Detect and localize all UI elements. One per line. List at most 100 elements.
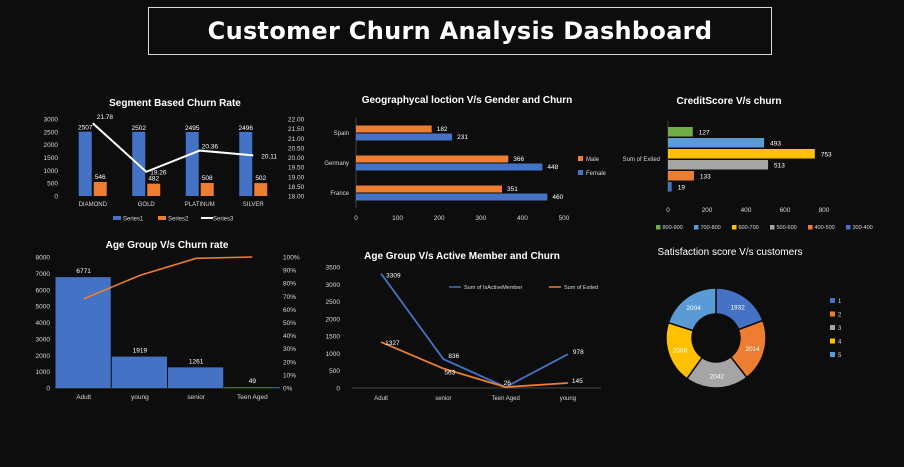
y-tick-label: 3500	[326, 265, 341, 272]
x-tick-label: PLATINUM	[185, 202, 215, 208]
bar-500-600	[668, 160, 769, 170]
y2-tick-label: 30%	[283, 346, 296, 353]
legend-label: Series3	[213, 217, 234, 223]
data-label: 2004	[686, 305, 701, 312]
x-tick-label: 300	[475, 215, 486, 222]
bar-700-800	[668, 138, 765, 148]
data-label: 49	[249, 378, 257, 385]
y2-tick-label: 20.50	[288, 145, 305, 152]
data-label: 2496	[239, 125, 254, 132]
data-label: 1261	[189, 358, 204, 365]
x-tick-label: DIAMOND	[79, 202, 108, 208]
agegroup-churn-chart: Age Group V/s Churn rate 0 1000 2000 3000 40…	[36, 240, 300, 401]
x-tick-label: young	[560, 396, 576, 402]
legend-swatch	[808, 225, 813, 230]
x-tick-label: Teen Aged	[491, 396, 519, 402]
legend-label: 1	[838, 299, 842, 305]
x-tick-label: GOLD	[138, 202, 156, 208]
data-label: 482	[148, 176, 159, 183]
data-label: 3309	[386, 273, 401, 280]
legend-swatch	[732, 225, 737, 230]
data-label: 508	[202, 175, 213, 182]
y-tick-label: 2000	[326, 316, 341, 323]
data-label: 546	[95, 174, 106, 181]
y-tick-label: 2500	[326, 299, 341, 306]
legend-label: 600-700	[739, 225, 759, 231]
legend-swatch	[846, 225, 851, 230]
x-tick-label: senior	[187, 394, 206, 401]
dashboard-title: Customer Churn Analysis Dashboard	[207, 17, 713, 45]
legend-swatch	[694, 225, 699, 230]
y-tick-label: 7000	[36, 271, 51, 278]
bar-600-700	[668, 149, 815, 159]
x-tick-label: 600	[780, 207, 791, 214]
legend-swatch	[830, 352, 835, 357]
data-label: 2014	[745, 346, 760, 353]
legend-label: Sum of IsActiveMember	[464, 285, 523, 291]
y-tick-label: 2000	[44, 142, 59, 149]
bar-count	[55, 277, 111, 388]
dashboard-title-box: Customer Churn Analysis Dashboard	[148, 7, 772, 55]
y2-tick-label: 22.00	[288, 117, 305, 124]
data-label: 1327	[385, 340, 400, 347]
data-label: 182	[437, 126, 448, 133]
x-tick-label: 800	[819, 207, 830, 214]
bar-count	[168, 367, 224, 388]
y2-tick-label: 40%	[283, 333, 296, 340]
data-label: 6771	[76, 268, 91, 275]
x-tick-label: 500	[559, 215, 570, 222]
data-label: 460	[552, 194, 563, 201]
segment-churn-chart: Segment Based Churn Rate 0 500 1000 1500 200…	[44, 98, 305, 223]
y2-tick-label: 80%	[283, 281, 296, 288]
data-label: 26	[504, 380, 512, 387]
y2-tick-label: 21.50	[288, 126, 305, 133]
x-tick-label: Adult	[76, 394, 91, 401]
chart-title: Satisfaction score V/s customers	[657, 247, 802, 258]
y-tick-label: 1500	[44, 155, 59, 162]
data-label: 1919	[133, 348, 148, 355]
legend-swatch	[830, 311, 835, 317]
y2-tick-label: 90%	[283, 268, 296, 275]
chart-title: Segment Based Churn Rate	[109, 98, 241, 109]
y2-tick-label: 20%	[283, 359, 296, 366]
legend-swatch	[656, 225, 661, 230]
legend-label: 500-600	[777, 225, 797, 231]
x-tick-label: Teen Aged	[237, 394, 268, 401]
x-tick-label: 0	[354, 215, 358, 222]
y-tick-label: 8000	[36, 255, 51, 262]
x-tick-label: 100	[392, 215, 403, 222]
bar-series1	[239, 131, 253, 196]
bar-female	[356, 193, 548, 201]
x-tick-label: SILVER	[243, 202, 265, 208]
y2-tick-label: 19.50	[288, 165, 305, 172]
data-label: 366	[513, 156, 524, 163]
legend-label: 5	[838, 353, 842, 359]
y-tick-label: 0	[54, 194, 58, 201]
bar-series1	[185, 131, 199, 196]
creditscore-churn-chart: CreditScore V/s churn 0 200 400 600 800 Sum o…	[623, 96, 873, 231]
bar-series2	[200, 182, 214, 196]
x-tick-label: 200	[434, 215, 445, 222]
x-tick-label: Adult	[374, 396, 388, 402]
x-tick-label: senior	[435, 396, 451, 402]
y2-tick-label: 19.00	[288, 174, 305, 181]
chart-title: CreditScore V/s churn	[676, 96, 781, 107]
data-label: 2502	[132, 125, 147, 132]
data-label: 978	[573, 349, 584, 356]
data-label: 2042	[710, 373, 725, 380]
x-tick-label: 400	[741, 207, 752, 214]
series3-line	[92, 122, 254, 173]
y-tick-label: 1500	[326, 334, 341, 341]
y2-tick-label: 50%	[283, 320, 296, 327]
y2-tick-label: 0%	[283, 386, 293, 393]
y-tick-label: 500	[47, 181, 58, 188]
y-tick-label: 3000	[326, 282, 341, 289]
legend-label: 3	[838, 326, 842, 332]
data-label: 20.11	[261, 153, 277, 160]
data-label: 2495	[185, 125, 200, 132]
series-line-1	[380, 273, 569, 389]
legend-label: Male	[586, 157, 600, 163]
y-tick-label: Sum of Exited	[623, 157, 660, 163]
y-tick-label: Spain	[334, 131, 349, 137]
slice-5	[667, 287, 717, 332]
